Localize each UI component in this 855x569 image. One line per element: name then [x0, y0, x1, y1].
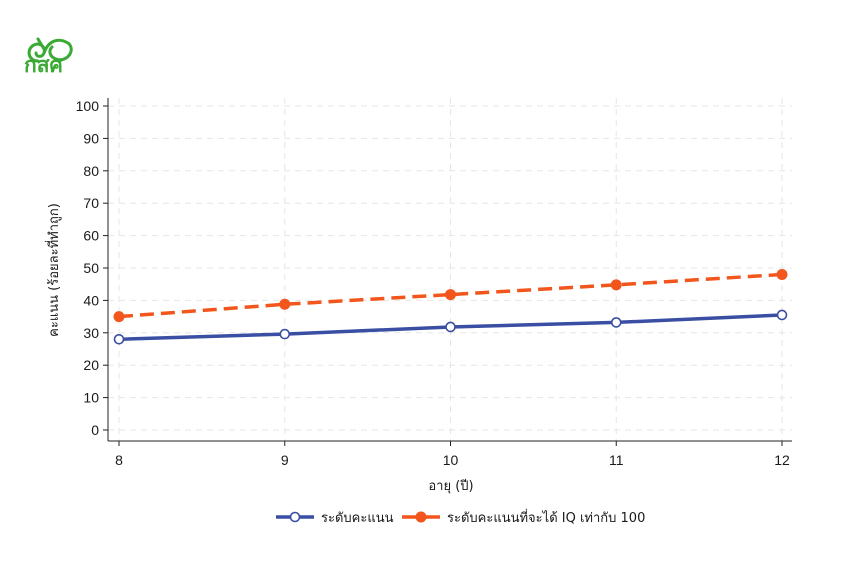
- legend: ระดับคะแนน ระดับคะแนนที่จะได้ IQ เท่ากับ …: [276, 509, 645, 526]
- legend-label: ระดับคะแนนที่จะได้ IQ เท่ากับ 100: [447, 509, 645, 526]
- y-tick-label: 50: [83, 260, 99, 276]
- y-tick-label: 80: [83, 163, 99, 179]
- data-point: [610, 279, 622, 291]
- data-point: [113, 311, 125, 323]
- y-tick-label: 10: [83, 390, 99, 406]
- legend-marker: [289, 511, 301, 523]
- data-point: [445, 321, 456, 333]
- logo-icon: [27, 37, 73, 63]
- series-group: [113, 268, 788, 345]
- x-tick-label: 11: [609, 452, 624, 468]
- x-axis-label: อายุ (ปี): [428, 478, 473, 494]
- y-tick-label: 60: [83, 228, 99, 244]
- data-point: [113, 333, 125, 345]
- x-tick-label: 8: [115, 452, 123, 468]
- data-point: [776, 268, 788, 280]
- x-tick-label: 10: [443, 452, 459, 468]
- y-tick-label: 90: [83, 130, 99, 146]
- data-point: [610, 317, 622, 328]
- data-point: [279, 298, 291, 310]
- logo-text: กสศ: [24, 53, 63, 77]
- y-tick-label: 0: [91, 422, 99, 438]
- y-tick-label: 30: [83, 325, 99, 341]
- data-point: [776, 309, 788, 321]
- legend-marker: [415, 511, 427, 523]
- y-tick-label: 40: [83, 292, 99, 308]
- y-tick-label: 20: [83, 357, 99, 373]
- x-tick-label: 9: [281, 452, 289, 468]
- y-axis-ticks: 0 10 20 30 40 50 60 70 80 90 100: [76, 98, 108, 438]
- legend-label: ระดับคะแนน: [321, 511, 394, 526]
- series-line-2: [118, 272, 783, 319]
- y-tick-label: 70: [83, 195, 99, 211]
- x-axis-ticks: 8 9 10 11 12: [115, 441, 790, 468]
- y-tick-label: 100: [76, 98, 100, 114]
- gridlines: [108, 98, 792, 441]
- data-point: [279, 328, 291, 340]
- data-point: [445, 289, 456, 301]
- x-tick-label: 12: [774, 452, 790, 468]
- y-axis-label: คะแนน (ร้อยละที่ทำถูก): [45, 203, 62, 337]
